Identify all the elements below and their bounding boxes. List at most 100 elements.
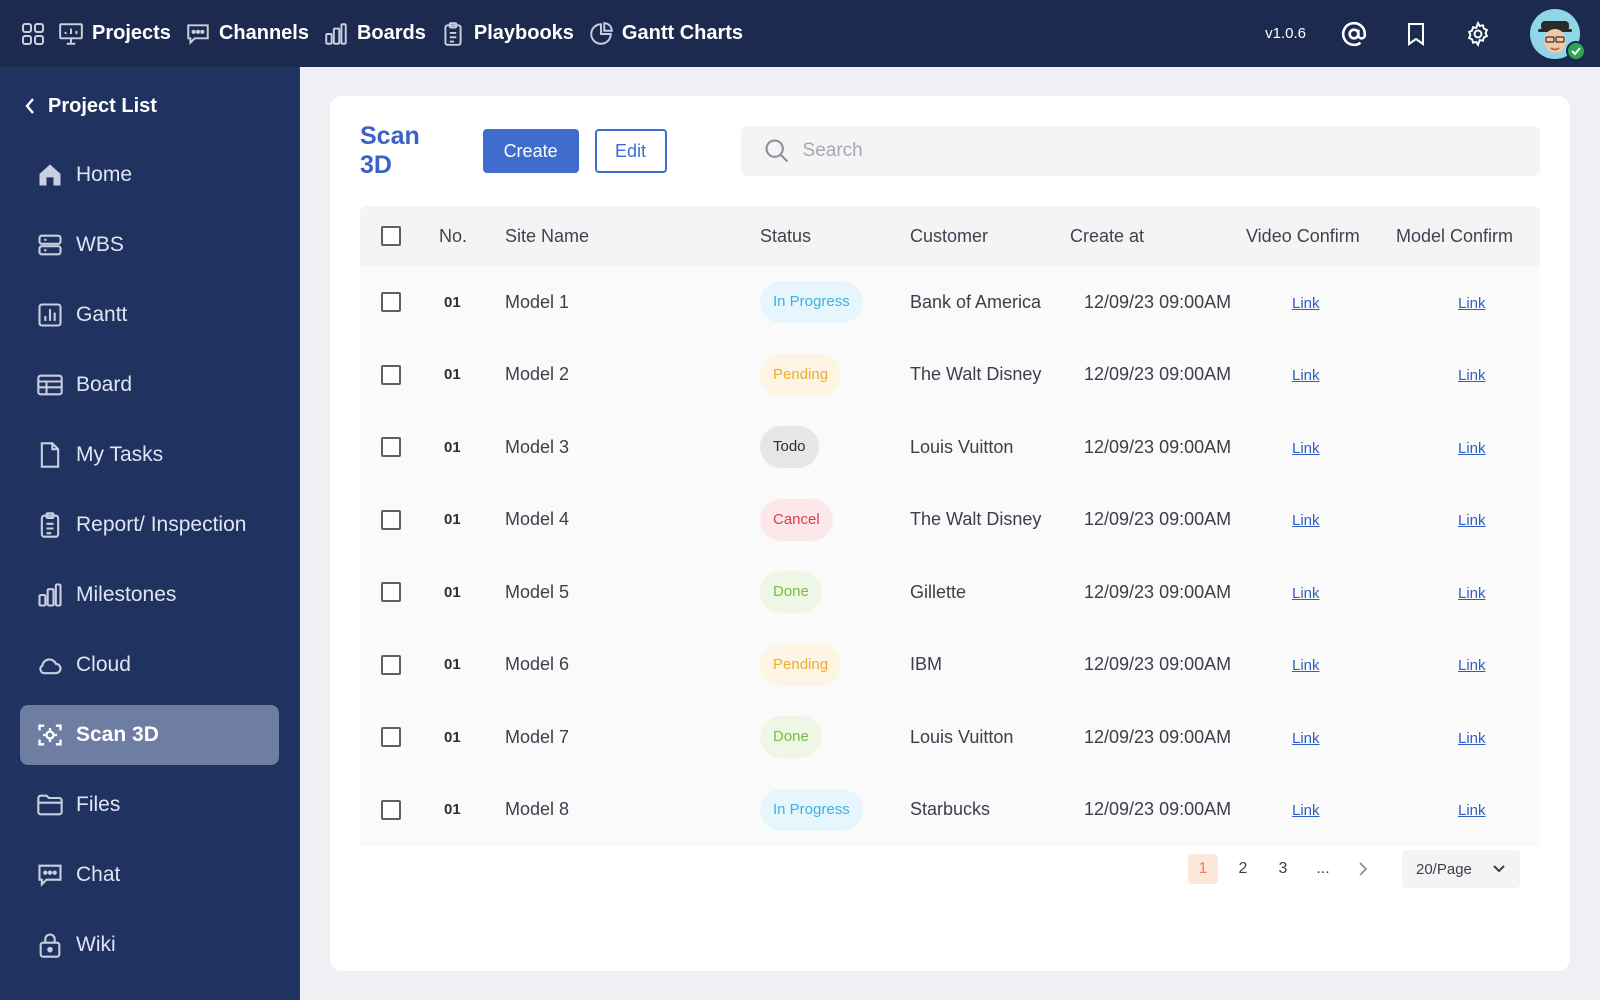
video-confirm-link[interactable]: Link (1292, 729, 1320, 747)
video-confirm-link[interactable]: Link (1292, 294, 1320, 312)
table-row[interactable]: 01 Model 5 Done Gillette 12/09/23 09:00AM Lin… (360, 556, 1540, 629)
nav-gantt-charts[interactable]: Gantt Charts (588, 21, 743, 47)
customer-name: Starbucks (910, 799, 991, 820)
column-header-no: No. (439, 225, 468, 246)
sidebar-item-my-tasks[interactable]: My Tasks (20, 425, 279, 485)
site-name: Model 5 (505, 581, 570, 602)
nav-channels[interactable]: Channels (185, 21, 309, 47)
sidebar-item-cloud[interactable]: Cloud (20, 635, 279, 695)
page-button[interactable]: 1 (1188, 854, 1218, 884)
document-icon (40, 442, 60, 468)
folder-icon (37, 794, 63, 816)
bookmark-icon[interactable] (1402, 20, 1430, 48)
customer-name: The Walt Disney (910, 509, 1042, 530)
customer-name: Bank of America (910, 291, 1042, 312)
nav-boards[interactable]: Boards (323, 21, 426, 47)
table-row[interactable]: 01 Model 7 Done Louis Vuitton 12/09/23 09:00… (360, 701, 1540, 774)
site-name: Model 6 (505, 654, 570, 675)
video-confirm-link[interactable]: Link (1292, 802, 1320, 820)
site-name: Model 2 (505, 364, 570, 385)
video-confirm-link[interactable]: Link (1292, 512, 1320, 530)
sidebar-item-report-inspection[interactable]: Report/ Inspection (20, 495, 279, 555)
customer-name: Gillette (910, 581, 967, 602)
model-confirm-link[interactable]: Link (1458, 294, 1486, 312)
row-checkbox[interactable] (381, 799, 401, 820)
next-page-button[interactable] (1348, 854, 1378, 884)
chat-bubble-icon (187, 23, 209, 45)
table-header: No. Site Name Status Customer Create at … (360, 206, 1540, 266)
model-confirm-link[interactable]: Link (1458, 367, 1486, 385)
sidebar-item-label: Files (76, 793, 121, 816)
sidebar-item-label: My Tasks (76, 443, 164, 466)
table-row[interactable]: 01 Model 3 Todo Louis Vuitton 12/09/23 09:00… (360, 411, 1540, 484)
video-confirm-link[interactable]: Link (1292, 367, 1320, 385)
row-checkbox[interactable] (381, 509, 401, 530)
chevron-down-icon (1493, 865, 1505, 873)
sidebar-item-chat[interactable]: Chat (20, 845, 279, 905)
bar-chart-icon (325, 22, 347, 45)
table-row[interactable]: 01 Model 4 Cancel The Walt Disney 12/09/23 0… (360, 483, 1540, 556)
nav-boards-label: Boards (356, 22, 426, 44)
sidebar-item-milestones[interactable]: Milestones (20, 565, 279, 625)
model-confirm-link[interactable]: Link (1458, 729, 1486, 747)
edit-button[interactable]: Edit (594, 129, 667, 173)
app-grid-icon[interactable] (20, 21, 46, 47)
clipboard-icon (40, 512, 60, 538)
sidebar-item-wbs[interactable]: WBS (20, 215, 279, 275)
nav-projects-label: Projects (92, 22, 171, 44)
create-date: 12/09/23 09:00AM (1084, 509, 1232, 530)
row-checkbox[interactable] (381, 364, 401, 385)
page-ellipsis[interactable]: ... (1316, 860, 1330, 877)
sidebar-item-scan-3d[interactable]: Scan 3D (20, 705, 279, 765)
sidebar-item-label: Milestones (76, 583, 177, 606)
column-header-status: Status (760, 225, 812, 246)
search-input[interactable] (802, 140, 1503, 162)
select-all-checkbox[interactable] (381, 226, 401, 246)
model-confirm-link[interactable]: Link (1458, 512, 1486, 530)
row-checkbox[interactable] (381, 582, 401, 603)
scan-table: No. Site Name Status Customer Create at … (360, 206, 1540, 846)
presentation-icon (59, 22, 83, 45)
sidebar-item-label: Wiki (76, 933, 116, 956)
avatar[interactable] (1530, 8, 1586, 61)
gear-icon[interactable] (1464, 20, 1492, 48)
sidebar-item-wiki[interactable]: Wiki (20, 915, 279, 975)
row-checkbox[interactable] (381, 727, 401, 748)
video-confirm-link[interactable]: Link (1292, 584, 1320, 602)
sidebar-item-label: Cloud (76, 653, 131, 676)
page-button[interactable]: 2 (1238, 860, 1248, 877)
table-row[interactable]: 01 Model 6 Pending IBM 12/09/23 09:00AM Link L… (360, 628, 1540, 701)
column-header-site-name: Site Name (505, 225, 590, 246)
video-confirm-link[interactable]: Link (1292, 439, 1320, 457)
row-checkbox[interactable] (381, 292, 401, 313)
model-confirm-link[interactable]: Link (1458, 439, 1486, 457)
model-confirm-link[interactable]: Link (1458, 802, 1486, 820)
bar-chart-icon (38, 583, 62, 607)
row-checkbox[interactable] (381, 654, 401, 675)
sidebar-item-home[interactable]: Home (20, 145, 279, 205)
table-row[interactable]: 01 Model 8 In Progress Starbucks 12/09/23 09… (360, 773, 1540, 846)
site-name: Model 3 (505, 436, 570, 457)
page-button[interactable]: 3 (1278, 860, 1288, 877)
model-confirm-link[interactable]: Link (1458, 657, 1486, 675)
chevron-right-icon (1359, 862, 1368, 876)
status-badge: Pending (760, 353, 842, 396)
create-date: 12/09/23 09:00AM (1084, 364, 1232, 385)
customer-name: The Walt Disney (910, 364, 1042, 385)
model-confirm-link[interactable]: Link (1458, 584, 1486, 602)
page-size-select[interactable]: 20/Page (1402, 850, 1520, 888)
sidebar-item-gantt[interactable]: Gantt (20, 285, 279, 345)
scan-icon (38, 724, 62, 746)
sidebar-item-board[interactable]: Board (20, 355, 279, 415)
nav-playbooks[interactable]: Playbooks (440, 21, 574, 47)
column-header-video-confirm: Video Confirm (1246, 225, 1360, 246)
row-checkbox[interactable] (381, 437, 401, 458)
sidebar-item-files[interactable]: Files (20, 775, 279, 835)
table-row[interactable]: 01 Model 1 In Progress Bank of America 12/09… (360, 266, 1540, 339)
video-confirm-link[interactable]: Link (1292, 657, 1320, 675)
nav-projects[interactable]: Projects (58, 21, 171, 47)
table-row[interactable]: 01 Model 2 Pending The Walt Disney 12/09/23 … (360, 338, 1540, 411)
project-list-back-link[interactable]: Project List (0, 67, 299, 145)
create-button[interactable]: Create (482, 129, 579, 173)
mention-icon[interactable] (1340, 20, 1368, 48)
